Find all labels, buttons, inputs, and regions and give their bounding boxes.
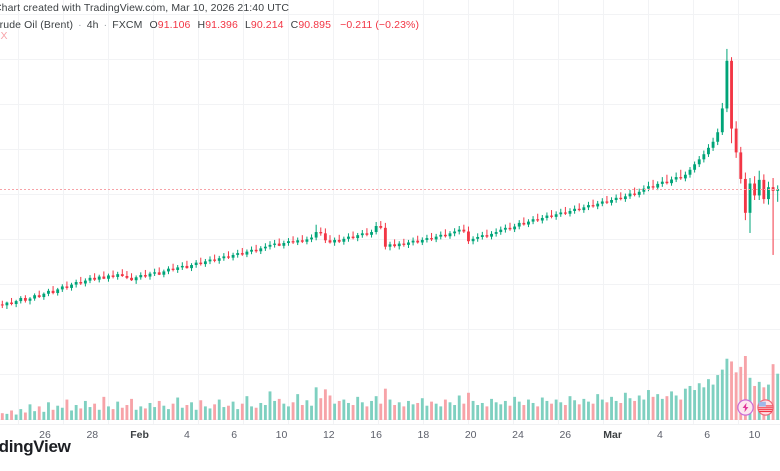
price-plot	[0, 48, 780, 420]
time-axis-label: 4	[656, 429, 663, 441]
high-value: H91.396	[194, 19, 238, 31]
low-value: L90.214	[241, 19, 284, 31]
time-axis-label: 6	[704, 429, 711, 441]
time-axis-label: 10	[275, 429, 288, 441]
attribution-text: Chart created with TradingView.com, Mar …	[0, 2, 290, 14]
time-axis-label: Feb	[130, 429, 149, 441]
time-axis[interactable]: 26 28 Feb 4 6 10 12 16 18 20 24 26 Mar 4 6 10	[0, 424, 780, 471]
symbol-legend[interactable]: Crude Oil (Brent) · 4h · FXCM O91.106 H9…	[0, 19, 419, 31]
flag-badge-icon[interactable]	[757, 399, 774, 416]
candlestick-series	[0, 48, 780, 420]
change-value: −0.211 (−0.23%)	[340, 19, 420, 31]
interval-label[interactable]: 4h	[86, 19, 99, 31]
chart-badges	[737, 399, 774, 416]
time-axis-label: 20	[464, 429, 477, 441]
open-number: 91.106	[157, 19, 191, 31]
symbol-name[interactable]: Crude Oil (Brent)	[0, 19, 74, 31]
close-key: C	[290, 19, 299, 31]
exchange-label: FXCM	[112, 19, 143, 31]
open-value: O91.106	[145, 19, 190, 31]
time-axis-label: 16	[370, 429, 382, 441]
legend-separator-1: ·	[78, 19, 82, 31]
close-value: C90.895	[287, 19, 331, 31]
time-axis-label: 26	[39, 429, 51, 441]
last-price-line	[0, 189, 780, 191]
time-axis-label: 12	[322, 429, 335, 441]
time-axis-label: 18	[417, 429, 430, 441]
low-number: 90.214	[250, 19, 284, 31]
open-key: O	[149, 19, 158, 31]
time-axis-label: 4	[183, 429, 190, 441]
high-key: H	[197, 19, 206, 31]
time-axis-label: 26	[559, 429, 572, 441]
lightning-badge-icon[interactable]	[737, 399, 754, 416]
high-number: 91.396	[205, 19, 238, 31]
close-number: 90.895	[298, 19, 332, 31]
time-axis-label: 24	[512, 429, 524, 441]
time-axis-label: 28	[86, 429, 99, 441]
legend-separator-2: ·	[103, 19, 108, 31]
low-key: L	[244, 19, 251, 31]
time-axis-label: 6	[231, 429, 238, 441]
time-axis-label: 10	[748, 429, 761, 441]
tradingview-watermark: TradingView	[0, 437, 71, 456]
indicator-legend[interactable]: FX	[0, 30, 8, 42]
time-axis-label: Mar	[603, 429, 622, 441]
